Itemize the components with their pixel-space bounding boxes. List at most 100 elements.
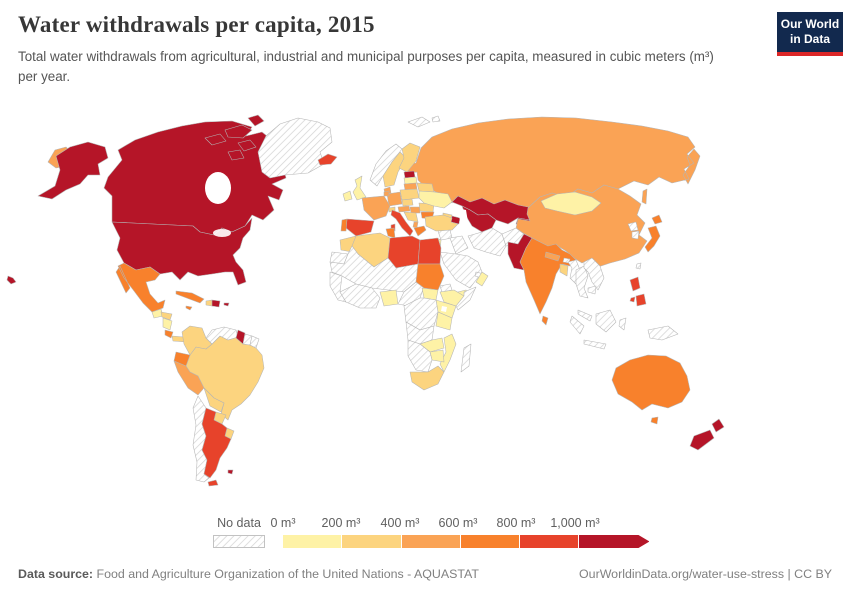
country-belarus[interactable] [416,182,435,193]
country-nepal[interactable] [544,251,561,262]
country-uzbekistan-turkmenistan[interactable] [461,205,497,233]
owid-logo[interactable]: Our World in Data [777,12,843,52]
country-canada[interactable] [103,120,287,236]
country-south-africa[interactable] [409,365,445,391]
country-tierra-del-fuego[interactable] [207,479,219,487]
country-hungary[interactable] [409,206,421,214]
country-czechia[interactable] [401,198,414,207]
country-laos-vietnam[interactable] [583,257,605,291]
country-hawaii[interactable] [6,275,17,285]
great-lakes [213,229,231,237]
country-spain[interactable] [345,218,375,237]
country-oman[interactable] [475,271,489,287]
country-svalbard[interactable] [407,115,441,128]
country-madagascar[interactable] [460,343,472,373]
country-japan[interactable] [644,214,663,253]
country-finland[interactable] [398,142,421,173]
country-iceland[interactable] [317,153,338,166]
legend-bin-800-1000[interactable] [519,535,579,548]
country-colombia[interactable] [181,325,213,356]
data-source-label: Data source: [18,567,94,581]
legend-tick-200: 200 m³ [321,516,361,530]
country-greenland[interactable] [257,117,333,179]
country-alaska[interactable] [37,141,109,200]
country-malawi-mozambique[interactable] [439,333,457,373]
legend-bin-1000-plus[interactable] [578,535,649,548]
data-source-value: Food and Agriculture Organization of the… [93,567,479,581]
caspian-sea [457,208,468,232]
legend-tick-400: 400 m³ [380,516,420,530]
country-honduras[interactable] [160,311,173,321]
country-falkland-islands[interactable] [227,469,234,475]
data-source-text: Data source: Food and Agriculture Organi… [18,567,479,581]
country-sri-lanka[interactable] [541,315,549,326]
country-somalia[interactable] [455,286,477,311]
country-bangladesh[interactable] [559,263,569,277]
country-egypt[interactable] [417,237,442,265]
country-tanzania[interactable] [435,311,453,331]
country-ireland[interactable] [342,190,353,202]
country-borneo[interactable] [595,309,617,333]
country-costa-rica[interactable] [164,329,174,339]
country-iraq[interactable] [449,235,469,255]
legend-bin-600-800[interactable] [459,535,520,548]
legend-bin-200-400[interactable] [341,535,401,548]
country-sumatra[interactable] [569,315,585,335]
country-turkey[interactable] [424,214,459,232]
country-north-korea[interactable] [627,221,639,232]
country-sulawesi[interactable] [618,317,627,331]
country-saudi-arabia[interactable] [439,251,483,289]
country-argentina[interactable] [201,407,232,479]
legend-no-data-swatch[interactable] [213,535,265,548]
country-portugal[interactable] [340,218,348,232]
country-ukraine[interactable] [418,190,453,209]
country-jamaica[interactable] [185,305,193,311]
country-new-guinea[interactable] [647,325,679,341]
lake-victoria [441,306,447,312]
country-netherlands[interactable] [383,190,390,197]
country-puerto-rico[interactable] [223,302,230,307]
country-french-guiana[interactable] [249,335,260,349]
country-cuba[interactable] [175,290,205,304]
country-namibia-botswana[interactable] [407,339,433,373]
country-bolivia[interactable] [203,387,225,413]
legend-bin-0-200[interactable] [283,535,342,548]
legend-no-data-label: No data [217,516,261,530]
country-greece[interactable] [413,225,427,237]
country-germany[interactable] [386,191,403,207]
owid-logo-redbar [777,52,843,56]
country-java[interactable] [583,339,607,350]
hudson-bay [205,172,231,204]
country-haiti[interactable] [205,299,213,307]
country-nicaragua[interactable] [162,317,173,331]
country-west-africa-coast[interactable] [339,283,381,309]
country-mongolia[interactable] [540,191,602,216]
country-united-kingdom[interactable] [352,175,367,201]
country-mexico[interactable] [115,262,166,313]
country-taiwan[interactable] [635,262,642,270]
country-france[interactable] [361,195,391,221]
country-thailand[interactable] [575,265,589,299]
country-india[interactable] [519,237,577,315]
country-austria[interactable] [397,205,411,213]
country-canada-arctic-islands[interactable] [204,114,265,161]
country-poland[interactable] [399,188,420,201]
country-philippines[interactable] [629,276,647,307]
footer-link[interactable]: OurWorldinData.org/water-use-stress | CC… [579,567,832,581]
country-australia[interactable] [611,354,691,411]
country-balkans-west[interactable] [403,211,419,223]
country-malaysia[interactable] [577,309,593,322]
page-title: Water withdrawals per capita, 2015 [18,12,375,37]
country-south-korea[interactable] [631,230,640,240]
country-iran[interactable] [467,227,507,257]
country-new-zealand[interactable] [689,418,725,451]
country-libya[interactable] [387,235,421,269]
legend-bin-400-600[interactable] [400,535,460,548]
footer: Data source: Food and Agriculture Organi… [18,567,832,581]
country-nigeria[interactable] [379,289,399,307]
country-dominican-republic[interactable] [211,299,221,308]
country-tasmania[interactable] [650,416,659,425]
country-cambodia[interactable] [587,285,597,295]
country-eritrea[interactable] [439,283,453,293]
owid-logo-line2: in Data [789,32,830,46]
